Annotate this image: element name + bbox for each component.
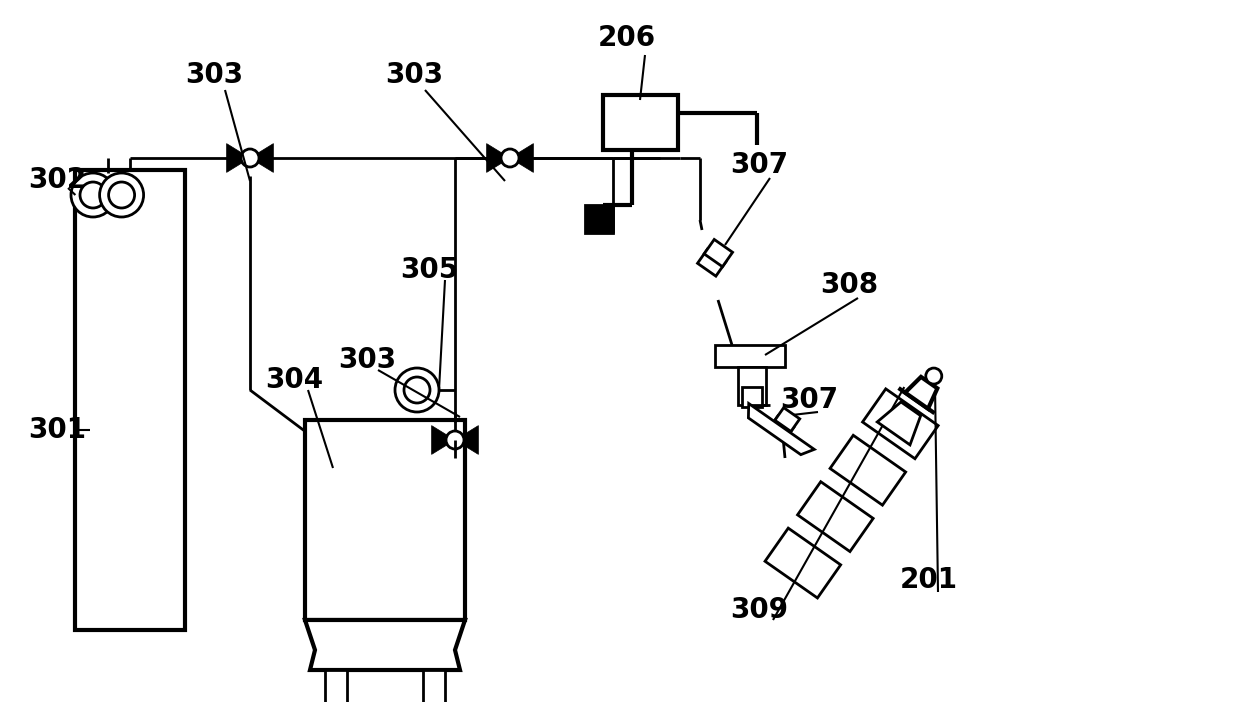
Bar bbox=[738, 367, 766, 405]
Circle shape bbox=[71, 173, 115, 217]
Text: 308: 308 bbox=[820, 271, 878, 299]
Text: 201: 201 bbox=[900, 566, 959, 594]
Polygon shape bbox=[305, 620, 465, 670]
Circle shape bbox=[81, 182, 105, 208]
Circle shape bbox=[446, 431, 464, 449]
Polygon shape bbox=[775, 408, 800, 432]
Circle shape bbox=[396, 368, 439, 412]
Text: 304: 304 bbox=[265, 366, 324, 394]
Polygon shape bbox=[797, 482, 873, 552]
Polygon shape bbox=[698, 249, 725, 276]
Text: 206: 206 bbox=[598, 24, 656, 52]
Bar bbox=[603, 95, 678, 150]
Text: 309: 309 bbox=[730, 596, 787, 624]
Bar bbox=[74, 170, 185, 630]
Polygon shape bbox=[769, 416, 794, 439]
Text: 301: 301 bbox=[29, 416, 86, 444]
Bar bbox=[585, 205, 613, 233]
Text: 307: 307 bbox=[730, 151, 789, 179]
Polygon shape bbox=[830, 435, 905, 505]
Text: 302: 302 bbox=[29, 166, 86, 194]
Circle shape bbox=[241, 149, 259, 167]
Bar bbox=[423, 670, 445, 702]
Circle shape bbox=[109, 182, 135, 208]
Polygon shape bbox=[486, 144, 510, 173]
Polygon shape bbox=[250, 144, 273, 173]
Polygon shape bbox=[432, 425, 455, 454]
Bar bbox=[305, 420, 465, 620]
Text: 303: 303 bbox=[384, 61, 443, 89]
Text: 303: 303 bbox=[185, 61, 243, 89]
Polygon shape bbox=[765, 528, 841, 598]
Circle shape bbox=[99, 173, 144, 217]
Circle shape bbox=[926, 368, 941, 384]
Polygon shape bbox=[863, 389, 939, 458]
Text: 305: 305 bbox=[401, 256, 459, 284]
Bar bbox=[715, 345, 785, 367]
Polygon shape bbox=[877, 402, 920, 445]
Polygon shape bbox=[704, 239, 733, 267]
Polygon shape bbox=[455, 425, 479, 454]
Bar bbox=[742, 387, 763, 407]
Text: 303: 303 bbox=[339, 346, 396, 374]
Polygon shape bbox=[227, 144, 250, 173]
Circle shape bbox=[501, 149, 520, 167]
Polygon shape bbox=[905, 377, 937, 409]
Polygon shape bbox=[510, 144, 533, 173]
Polygon shape bbox=[749, 404, 815, 455]
Circle shape bbox=[404, 377, 430, 403]
Bar bbox=[325, 670, 347, 702]
Text: 307: 307 bbox=[780, 386, 838, 414]
